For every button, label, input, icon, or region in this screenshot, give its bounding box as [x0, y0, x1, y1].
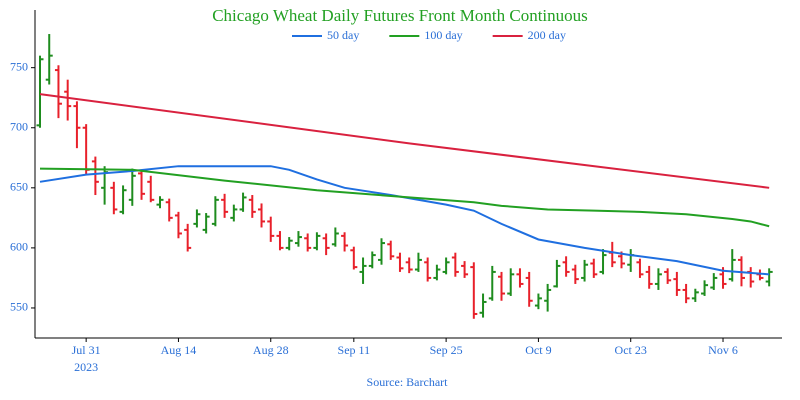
- x-tick-label: Aug 28: [253, 343, 289, 357]
- x-tick-label: Sep 25: [430, 343, 463, 357]
- y-tick-label: 550: [10, 300, 28, 314]
- y-tick-label: 750: [10, 59, 28, 73]
- x-tick-label: Sep 11: [338, 343, 371, 357]
- y-tick-label: 600: [10, 240, 28, 254]
- legend-label: 200 day: [528, 28, 566, 42]
- x-tick-label: Jul 31: [72, 343, 101, 357]
- x-tick-label: Aug 14: [161, 343, 197, 357]
- chart-title: Chicago Wheat Daily Futures Front Month …: [212, 6, 588, 25]
- ma-line: [39, 93, 770, 189]
- x-tick-label: Nov 6: [708, 343, 738, 357]
- legend-label: 100 day: [424, 28, 462, 42]
- ma-line: [39, 167, 770, 228]
- y-tick-label: 700: [10, 119, 28, 133]
- x-tick-label: Oct 23: [615, 343, 647, 357]
- x-tick-label: Oct 9: [525, 343, 551, 357]
- source-note: Source: Barchart: [367, 375, 449, 389]
- y-tick-label: 650: [10, 180, 28, 194]
- x-year-label: 2023: [74, 360, 98, 374]
- legend-label: 50 day: [327, 28, 359, 42]
